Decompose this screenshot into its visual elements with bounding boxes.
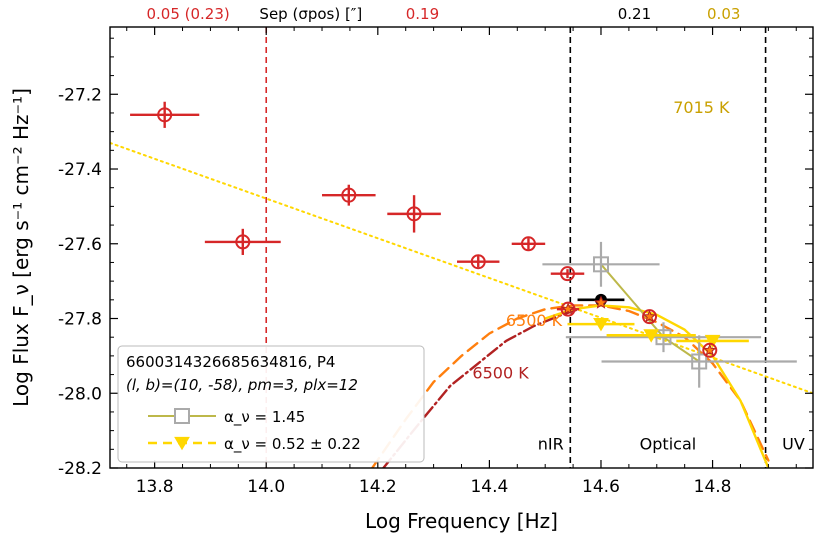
legend-title: 6600314326685634816, P4 xyxy=(126,353,335,371)
red-circle-6 xyxy=(560,266,576,282)
legend-entry-1: α_ν = 0.52 ± 0.22 xyxy=(224,435,361,454)
red-dot-6 xyxy=(566,272,570,276)
yellow-triangle-2 xyxy=(704,334,721,349)
red-star-7 xyxy=(561,302,575,315)
red-dot-1 xyxy=(241,240,245,244)
red-circle-2 xyxy=(341,187,357,203)
red-star-8 xyxy=(643,309,657,323)
yellow-triangle-0 xyxy=(593,318,609,332)
x-tick-label-5: 14.8 xyxy=(694,477,732,497)
legend-square-marker xyxy=(174,408,190,424)
power-law-dotted-line xyxy=(110,141,813,395)
red-dot-5 xyxy=(526,242,530,246)
red-dot-2 xyxy=(347,193,351,197)
legend-box xyxy=(117,345,425,463)
x-tick-label-3: 14.4 xyxy=(470,477,508,497)
region-label-2: UV xyxy=(782,434,805,453)
red-circle-1 xyxy=(235,234,251,250)
y-tick-label-4: -28.0 xyxy=(58,384,102,404)
gray-square-2 xyxy=(691,353,708,370)
top-label-3: 0.21 xyxy=(618,5,651,23)
x-tick-label-0: 13.8 xyxy=(136,477,174,497)
top-label-4: 0.03 xyxy=(707,5,740,23)
yellow-7015k-curve xyxy=(544,304,770,468)
top-label-1: Sep (σpos) [″] xyxy=(259,5,362,23)
x-axis-title: Log Frequency [Hz] xyxy=(365,509,558,533)
top-label-2: 0.19 xyxy=(406,5,439,23)
y-tick-label-5: -28.2 xyxy=(58,459,102,479)
red-star-9 xyxy=(703,343,717,356)
gray-square-1 xyxy=(655,329,672,346)
legend-entry-0: α_ν = 1.45 xyxy=(224,408,305,427)
region-label-0: nIR xyxy=(538,434,564,453)
temperature-label-0: 7015 K xyxy=(673,98,730,117)
gray-square-0 xyxy=(592,256,609,273)
legend-triangle-marker xyxy=(174,436,190,451)
darkred-6500k-curve xyxy=(382,308,580,468)
y-tick-label-2: -27.6 xyxy=(58,235,102,255)
temperature-label-2: 6500 K xyxy=(472,363,529,382)
y-axis-title: Log Flux F_ν [erg s⁻¹ cm⁻² Hz⁻¹] xyxy=(9,88,33,407)
yellow-triangle-1 xyxy=(643,329,660,343)
temperature-label-1: 6500 K xyxy=(506,311,563,330)
black-star-0 xyxy=(594,295,608,309)
red-dot-4 xyxy=(476,260,480,264)
top-label-0: 0.05 (0.23) xyxy=(146,5,229,23)
y-tick-label-1: -27.4 xyxy=(58,160,102,180)
red-circle-5 xyxy=(520,236,536,252)
region-label-1: Optical xyxy=(640,434,697,453)
x-tick-label-4: 14.6 xyxy=(582,477,620,497)
red-dot-0 xyxy=(163,113,167,117)
red-circle-4 xyxy=(470,254,486,270)
y-tick-label-3: -27.8 xyxy=(58,310,102,330)
red-circle-3 xyxy=(406,206,422,222)
legend-subtitle: (l, b)=(10, -58), pm=3, plx=12 xyxy=(126,376,358,394)
red-dot-3 xyxy=(412,212,416,216)
y-tick-label-0: -27.2 xyxy=(58,85,102,105)
x-tick-label-2: 14.2 xyxy=(359,477,397,497)
x-tick-label-1: 14.0 xyxy=(247,477,285,497)
red-circle-0 xyxy=(157,107,173,123)
